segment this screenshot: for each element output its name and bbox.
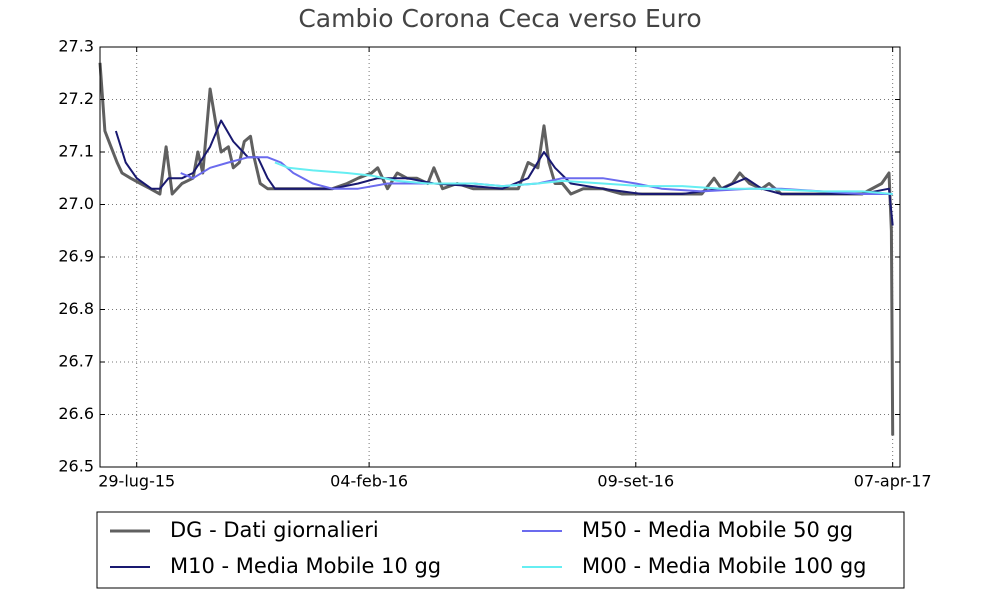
y-tick-label: 26.8 <box>58 299 94 318</box>
y-tick-label: 26.6 <box>58 404 94 423</box>
legend-label: M50 - Media Mobile 50 gg <box>582 518 853 542</box>
x-tick-label: 04-feb-16 <box>330 472 408 491</box>
legend-box <box>96 511 905 589</box>
x-tick-label: 09-set-16 <box>597 472 674 491</box>
y-tick-label: 26.5 <box>58 457 94 476</box>
y-tick-label: 27.0 <box>58 194 94 213</box>
series-line <box>114 119 894 226</box>
x-tick-label: 07-apr-17 <box>854 472 932 491</box>
y-tick-label: 27.1 <box>58 142 94 161</box>
chart-title: Cambio Corona Ceca verso Euro <box>298 4 701 33</box>
y-tick-label: 27.3 <box>58 37 94 56</box>
legend-label: M00 - Media Mobile 100 gg <box>582 554 867 578</box>
series-line <box>274 161 893 195</box>
legend-label: M10 - Media Mobile 10 gg <box>170 554 441 578</box>
y-tick-label: 26.7 <box>58 352 94 371</box>
series-line <box>98 62 895 436</box>
legend-label: DG - Dati giornalieri <box>170 518 379 542</box>
y-tick-label: 27.2 <box>58 89 94 108</box>
plot-area <box>98 46 900 468</box>
y-tick-label: 26.9 <box>58 247 94 266</box>
x-tick-label: 29-lug-15 <box>98 472 175 491</box>
